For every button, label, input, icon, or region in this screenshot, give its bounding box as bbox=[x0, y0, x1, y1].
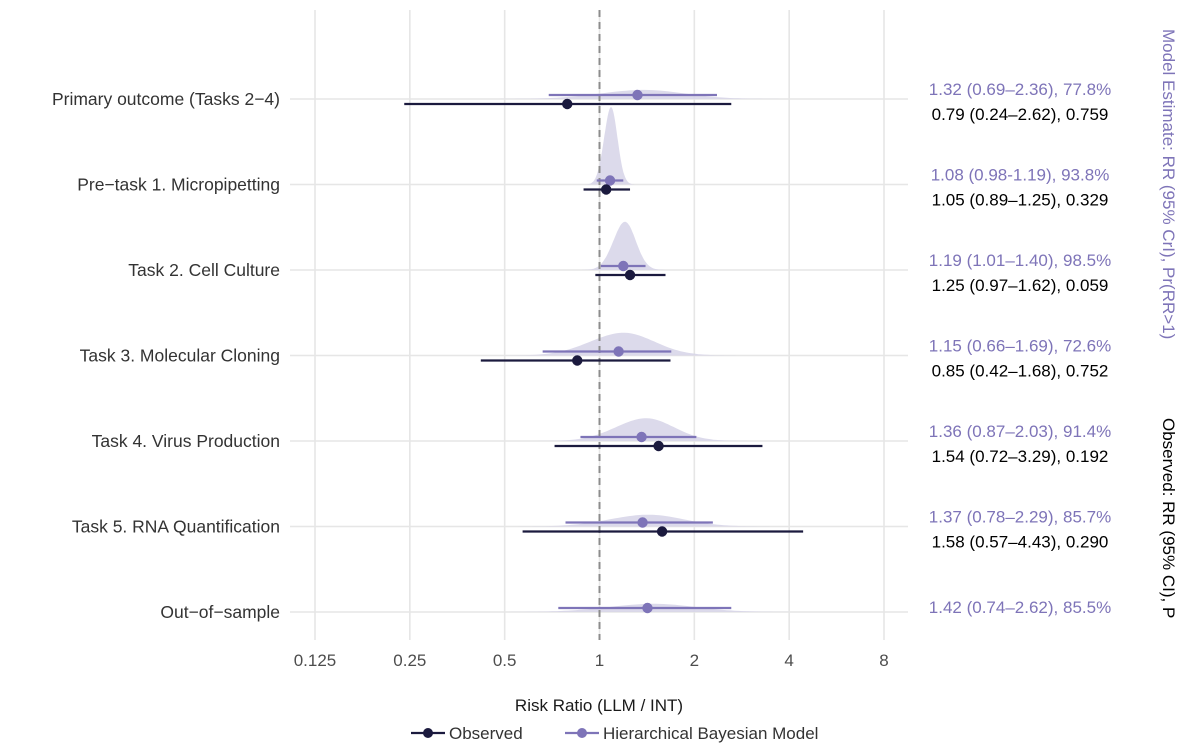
legend-label-model: Hierarchical Bayesian Model bbox=[603, 724, 818, 743]
row-label: Out−of−sample bbox=[160, 602, 280, 622]
row-label: Task 4. Virus Production bbox=[92, 431, 280, 451]
row-label: Primary outcome (Tasks 2−4) bbox=[52, 89, 280, 109]
model-estimates bbox=[542, 89, 732, 614]
legend-key-model-point bbox=[577, 728, 587, 738]
observed-estimate-label: 0.79 (0.24–2.62), 0.759 bbox=[932, 105, 1109, 124]
observed-estimate-label: 1.05 (0.89–1.25), 0.329 bbox=[932, 191, 1109, 210]
x-tick-label: 2 bbox=[690, 651, 699, 670]
legend-label-observed: Observed bbox=[449, 724, 523, 743]
legend-item-model: Hierarchical Bayesian Model bbox=[565, 724, 818, 743]
model-point bbox=[637, 517, 648, 528]
row-label: Task 5. RNA Quantification bbox=[72, 517, 280, 537]
legend-key-observed-point bbox=[423, 728, 433, 738]
model-point bbox=[642, 602, 653, 614]
observed-point bbox=[572, 355, 583, 366]
observed-point bbox=[653, 440, 664, 452]
row-label: Task 2. Cell Culture bbox=[128, 260, 280, 280]
row-labels: Primary outcome (Tasks 2−4) Pre−task 1. M… bbox=[52, 89, 280, 622]
right-axis-title-model: Model Estimate: RR (95% CrI), Pr(RR>1) bbox=[1159, 29, 1178, 339]
x-axis-title: Risk Ratio (LLM / INT) bbox=[515, 696, 683, 715]
row-label: Pre−task 1. Micropipetting bbox=[77, 175, 280, 195]
right-estimate-labels: 1.32 (0.69–2.36), 77.8% 0.79 (0.24–2.62),… bbox=[929, 80, 1111, 617]
observed-point bbox=[600, 184, 612, 195]
right-axis-title-observed: Observed: RR (95% CI), P bbox=[1159, 418, 1178, 618]
model-estimate-label: 1.32 (0.69–2.36), 77.8% bbox=[929, 80, 1111, 99]
observed-estimate-label: 1.58 (0.57–4.43), 0.290 bbox=[932, 533, 1109, 552]
density-ridge bbox=[535, 418, 748, 441]
observed-estimates bbox=[404, 98, 804, 537]
model-point bbox=[613, 346, 624, 357]
x-tick-label: 0.25 bbox=[393, 651, 426, 670]
model-estimate-label: 1.37 (0.78–2.29), 85.7% bbox=[929, 508, 1111, 527]
legend-item-observed: Observed bbox=[411, 724, 523, 743]
observed-estimate-label: 1.54 (0.72–3.29), 0.192 bbox=[932, 447, 1109, 466]
row-label: Task 3. Molecular Cloning bbox=[80, 346, 280, 366]
x-tick-label: 4 bbox=[784, 651, 793, 670]
x-tick-label: 0.5 bbox=[493, 651, 517, 670]
model-estimate-label: 1.42 (0.74–2.62), 85.5% bbox=[929, 598, 1111, 617]
density-ridge bbox=[585, 107, 635, 185]
model-estimate-label: 1.15 (0.66–1.69), 72.6% bbox=[929, 337, 1111, 356]
observed-point bbox=[624, 269, 636, 281]
observed-estimate-label: 0.85 (0.42–1.68), 0.752 bbox=[932, 362, 1109, 381]
model-estimate-label: 1.19 (1.01–1.40), 98.5% bbox=[929, 251, 1111, 270]
legend: Observed Hierarchical Bayesian Model bbox=[411, 724, 818, 743]
x-tick-label: 8 bbox=[879, 651, 888, 670]
observed-point bbox=[562, 98, 573, 110]
x-axis-ticks: 0.125 0.25 0.5 1 2 4 8 bbox=[294, 651, 889, 670]
density-ridge bbox=[582, 221, 665, 270]
model-point bbox=[636, 431, 647, 443]
model-point bbox=[632, 89, 643, 101]
model-point bbox=[618, 260, 629, 272]
right-axis-titles: Model Estimate: RR (95% CrI), Pr(RR>1) O… bbox=[1159, 29, 1178, 618]
model-point bbox=[604, 175, 616, 186]
model-estimate-label: 1.08 (0.98-1.19), 93.8% bbox=[931, 166, 1110, 185]
x-tick-label: 1 bbox=[595, 651, 604, 670]
x-tick-label: 0.125 bbox=[294, 651, 337, 670]
observed-point bbox=[656, 526, 668, 537]
observed-estimate-label: 1.25 (0.97–1.62), 0.059 bbox=[932, 276, 1109, 295]
model-estimate-label: 1.36 (0.87–2.03), 91.4% bbox=[929, 422, 1111, 441]
density-ridge bbox=[500, 332, 737, 356]
